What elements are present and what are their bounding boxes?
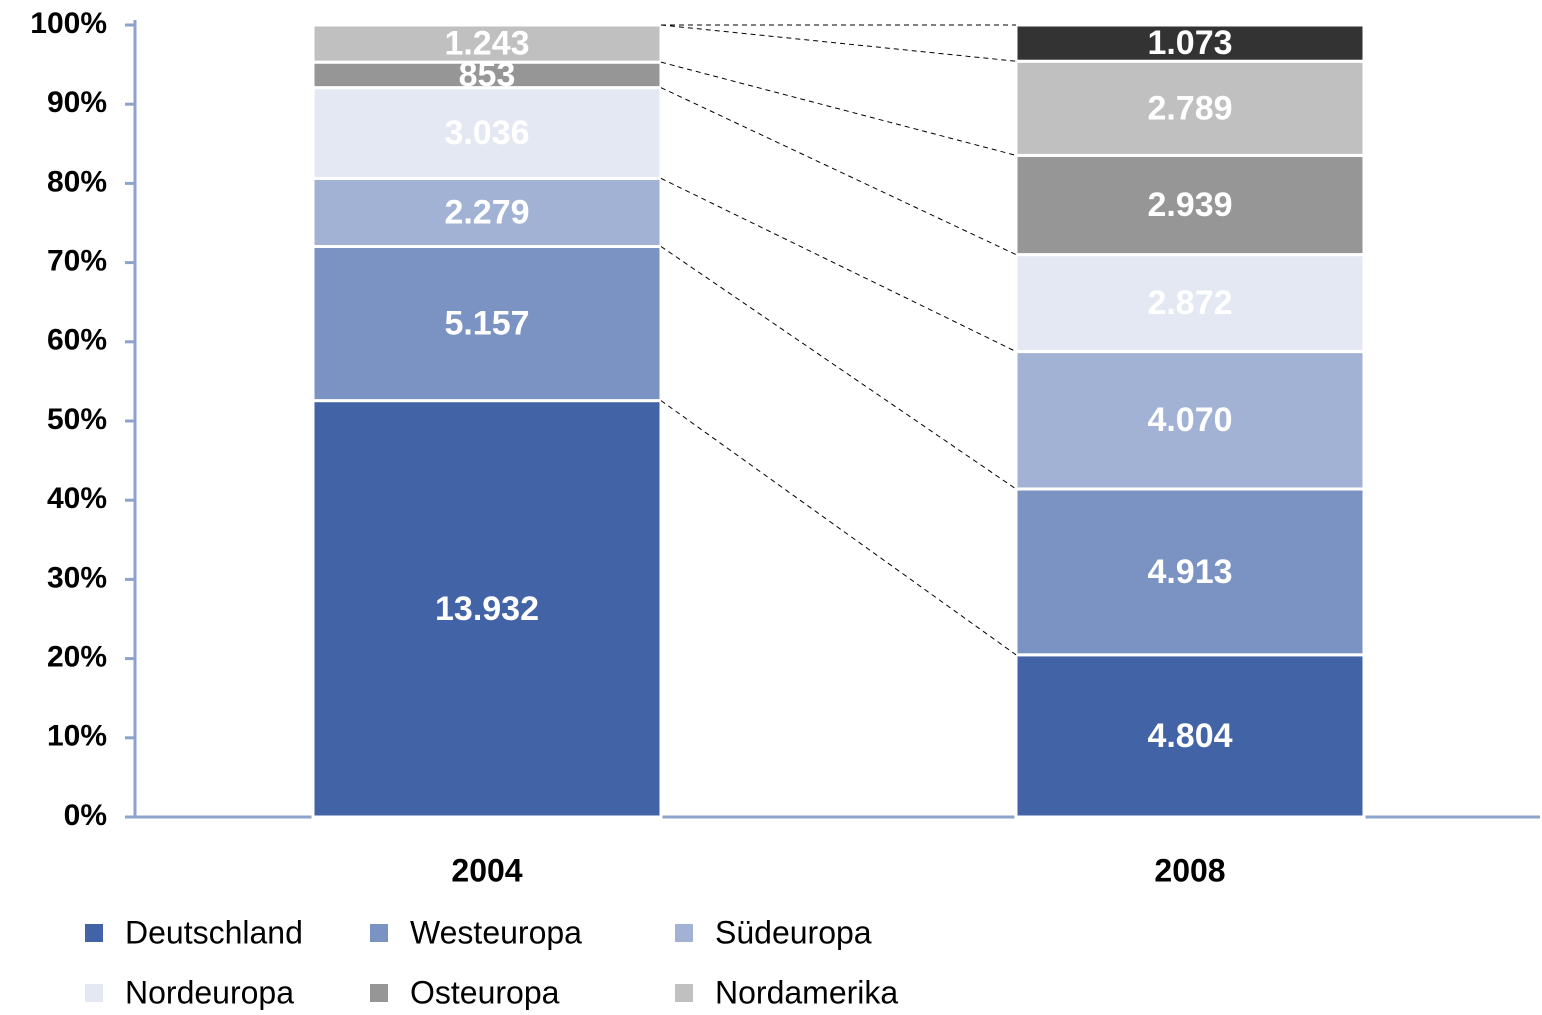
legend-swatch (85, 924, 103, 942)
bar-segment (311, 399, 663, 819)
bar-segment (1014, 253, 1366, 354)
bar-segment (1014, 23, 1366, 63)
legend-label: Südeuropa (715, 914, 872, 950)
legend-label: Deutschland (125, 914, 303, 950)
y-tick-label: 30% (47, 561, 107, 594)
y-tick-label: 40% (47, 482, 107, 515)
x-tick-label: 2004 (451, 852, 522, 888)
bar-segment (1014, 350, 1366, 491)
y-tick-label: 0% (64, 799, 107, 832)
y-tick-label: 70% (47, 245, 107, 278)
y-tick-label: 90% (47, 86, 107, 119)
bar-segment (311, 86, 663, 180)
data-label: 5.157 (444, 305, 529, 343)
bar-segment (311, 60, 663, 90)
connector (660, 61, 1017, 156)
legend-swatch (85, 984, 103, 1002)
data-label: 2.279 (444, 193, 529, 231)
legend-swatch (370, 924, 388, 942)
bar-segment (311, 176, 663, 248)
bar-segment (1014, 487, 1366, 657)
data-label: 2.939 (1147, 186, 1232, 224)
connector (660, 246, 1017, 490)
connector (660, 24, 1017, 62)
legend-label: Osteuropa (410, 974, 560, 1010)
connector (660, 177, 1017, 353)
y-tick-label: 20% (47, 641, 107, 674)
data-label: 13.932 (435, 590, 539, 628)
connector (660, 400, 1017, 656)
y-tick-label: 80% (47, 165, 107, 198)
bar-segment (1014, 153, 1366, 257)
legend-label: Westeuropa (410, 914, 582, 950)
y-tick-label: 60% (47, 324, 107, 357)
data-label: 1.243 (444, 25, 529, 63)
connector (660, 87, 1017, 256)
data-label: 3.036 (444, 114, 529, 152)
data-label: 4.913 (1147, 553, 1232, 591)
data-label: 4.070 (1147, 401, 1232, 439)
data-label: 4.804 (1147, 717, 1232, 755)
legend-swatch (675, 984, 693, 1002)
bar-segment (1014, 59, 1366, 157)
data-label: 2.872 (1147, 284, 1232, 322)
y-tick-label: 10% (47, 720, 107, 753)
y-tick-label: 50% (47, 403, 107, 436)
legend-swatch (370, 984, 388, 1002)
legend-label: Nordamerika (715, 974, 898, 1010)
data-label: 1.073 (1147, 24, 1232, 62)
bar-segment (311, 23, 663, 64)
bar-segment (311, 244, 663, 403)
x-tick-label: 2008 (1154, 852, 1225, 888)
y-tick-label: 100% (30, 7, 107, 40)
data-label: 2.789 (1147, 89, 1232, 127)
legend-label: Nordeuropa (125, 974, 294, 1010)
legend-swatch (675, 924, 693, 942)
